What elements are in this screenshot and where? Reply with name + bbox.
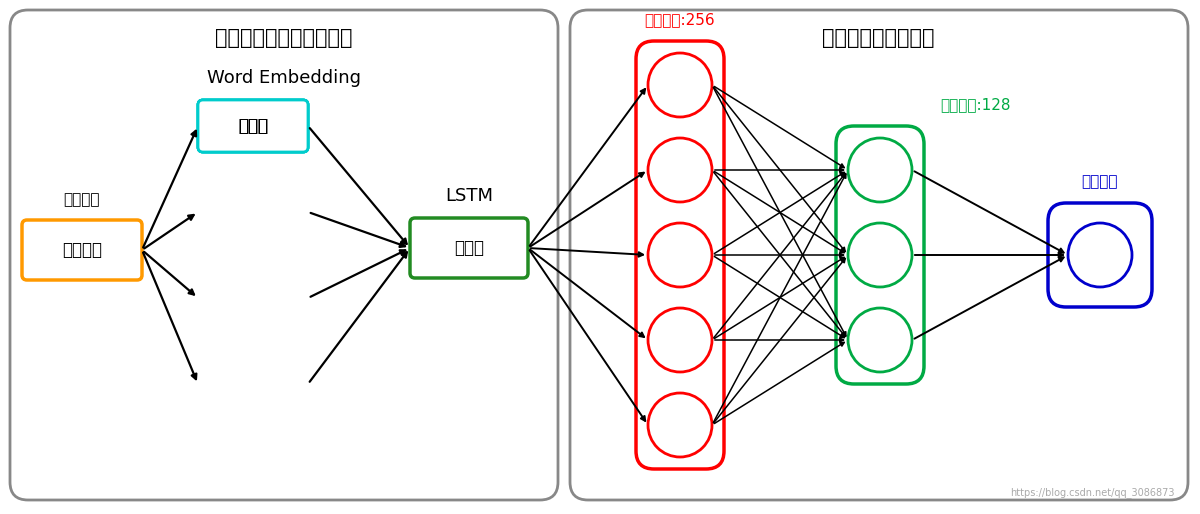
FancyBboxPatch shape — [10, 10, 558, 500]
Text: 句子特征提取（向量化）: 句子特征提取（向量化） — [215, 28, 353, 48]
Text: Word Embedding: Word Embedding — [208, 69, 361, 87]
Text: 隐藏节点:128: 隐藏节点:128 — [940, 97, 1010, 112]
Text: 输入句子: 输入句子 — [64, 193, 101, 208]
FancyBboxPatch shape — [636, 41, 724, 469]
FancyBboxPatch shape — [198, 100, 308, 152]
Text: 词向量: 词向量 — [238, 117, 268, 135]
FancyBboxPatch shape — [410, 218, 528, 278]
Text: 词向量: 词向量 — [238, 117, 268, 135]
FancyBboxPatch shape — [570, 10, 1188, 500]
FancyBboxPatch shape — [22, 220, 142, 280]
FancyBboxPatch shape — [198, 100, 308, 152]
Text: 句向量: 句向量 — [454, 239, 484, 257]
Text: 词向量: 词向量 — [238, 117, 268, 135]
FancyBboxPatch shape — [198, 100, 308, 152]
FancyBboxPatch shape — [836, 126, 924, 384]
Text: https://blog.csdn.net/qq_3086873: https://blog.csdn.net/qq_3086873 — [1010, 487, 1175, 498]
FancyBboxPatch shape — [1048, 203, 1152, 307]
Text: 词向量: 词向量 — [238, 117, 268, 135]
Text: 深度神经网络分类器: 深度神经网络分类器 — [822, 28, 935, 48]
Text: 输入节点:256: 输入节点:256 — [644, 12, 715, 27]
FancyBboxPatch shape — [198, 100, 308, 152]
Text: LSTM: LSTM — [445, 187, 493, 205]
Text: 输出节点: 输出节点 — [1081, 174, 1118, 189]
Text: 原始句子: 原始句子 — [62, 241, 102, 259]
